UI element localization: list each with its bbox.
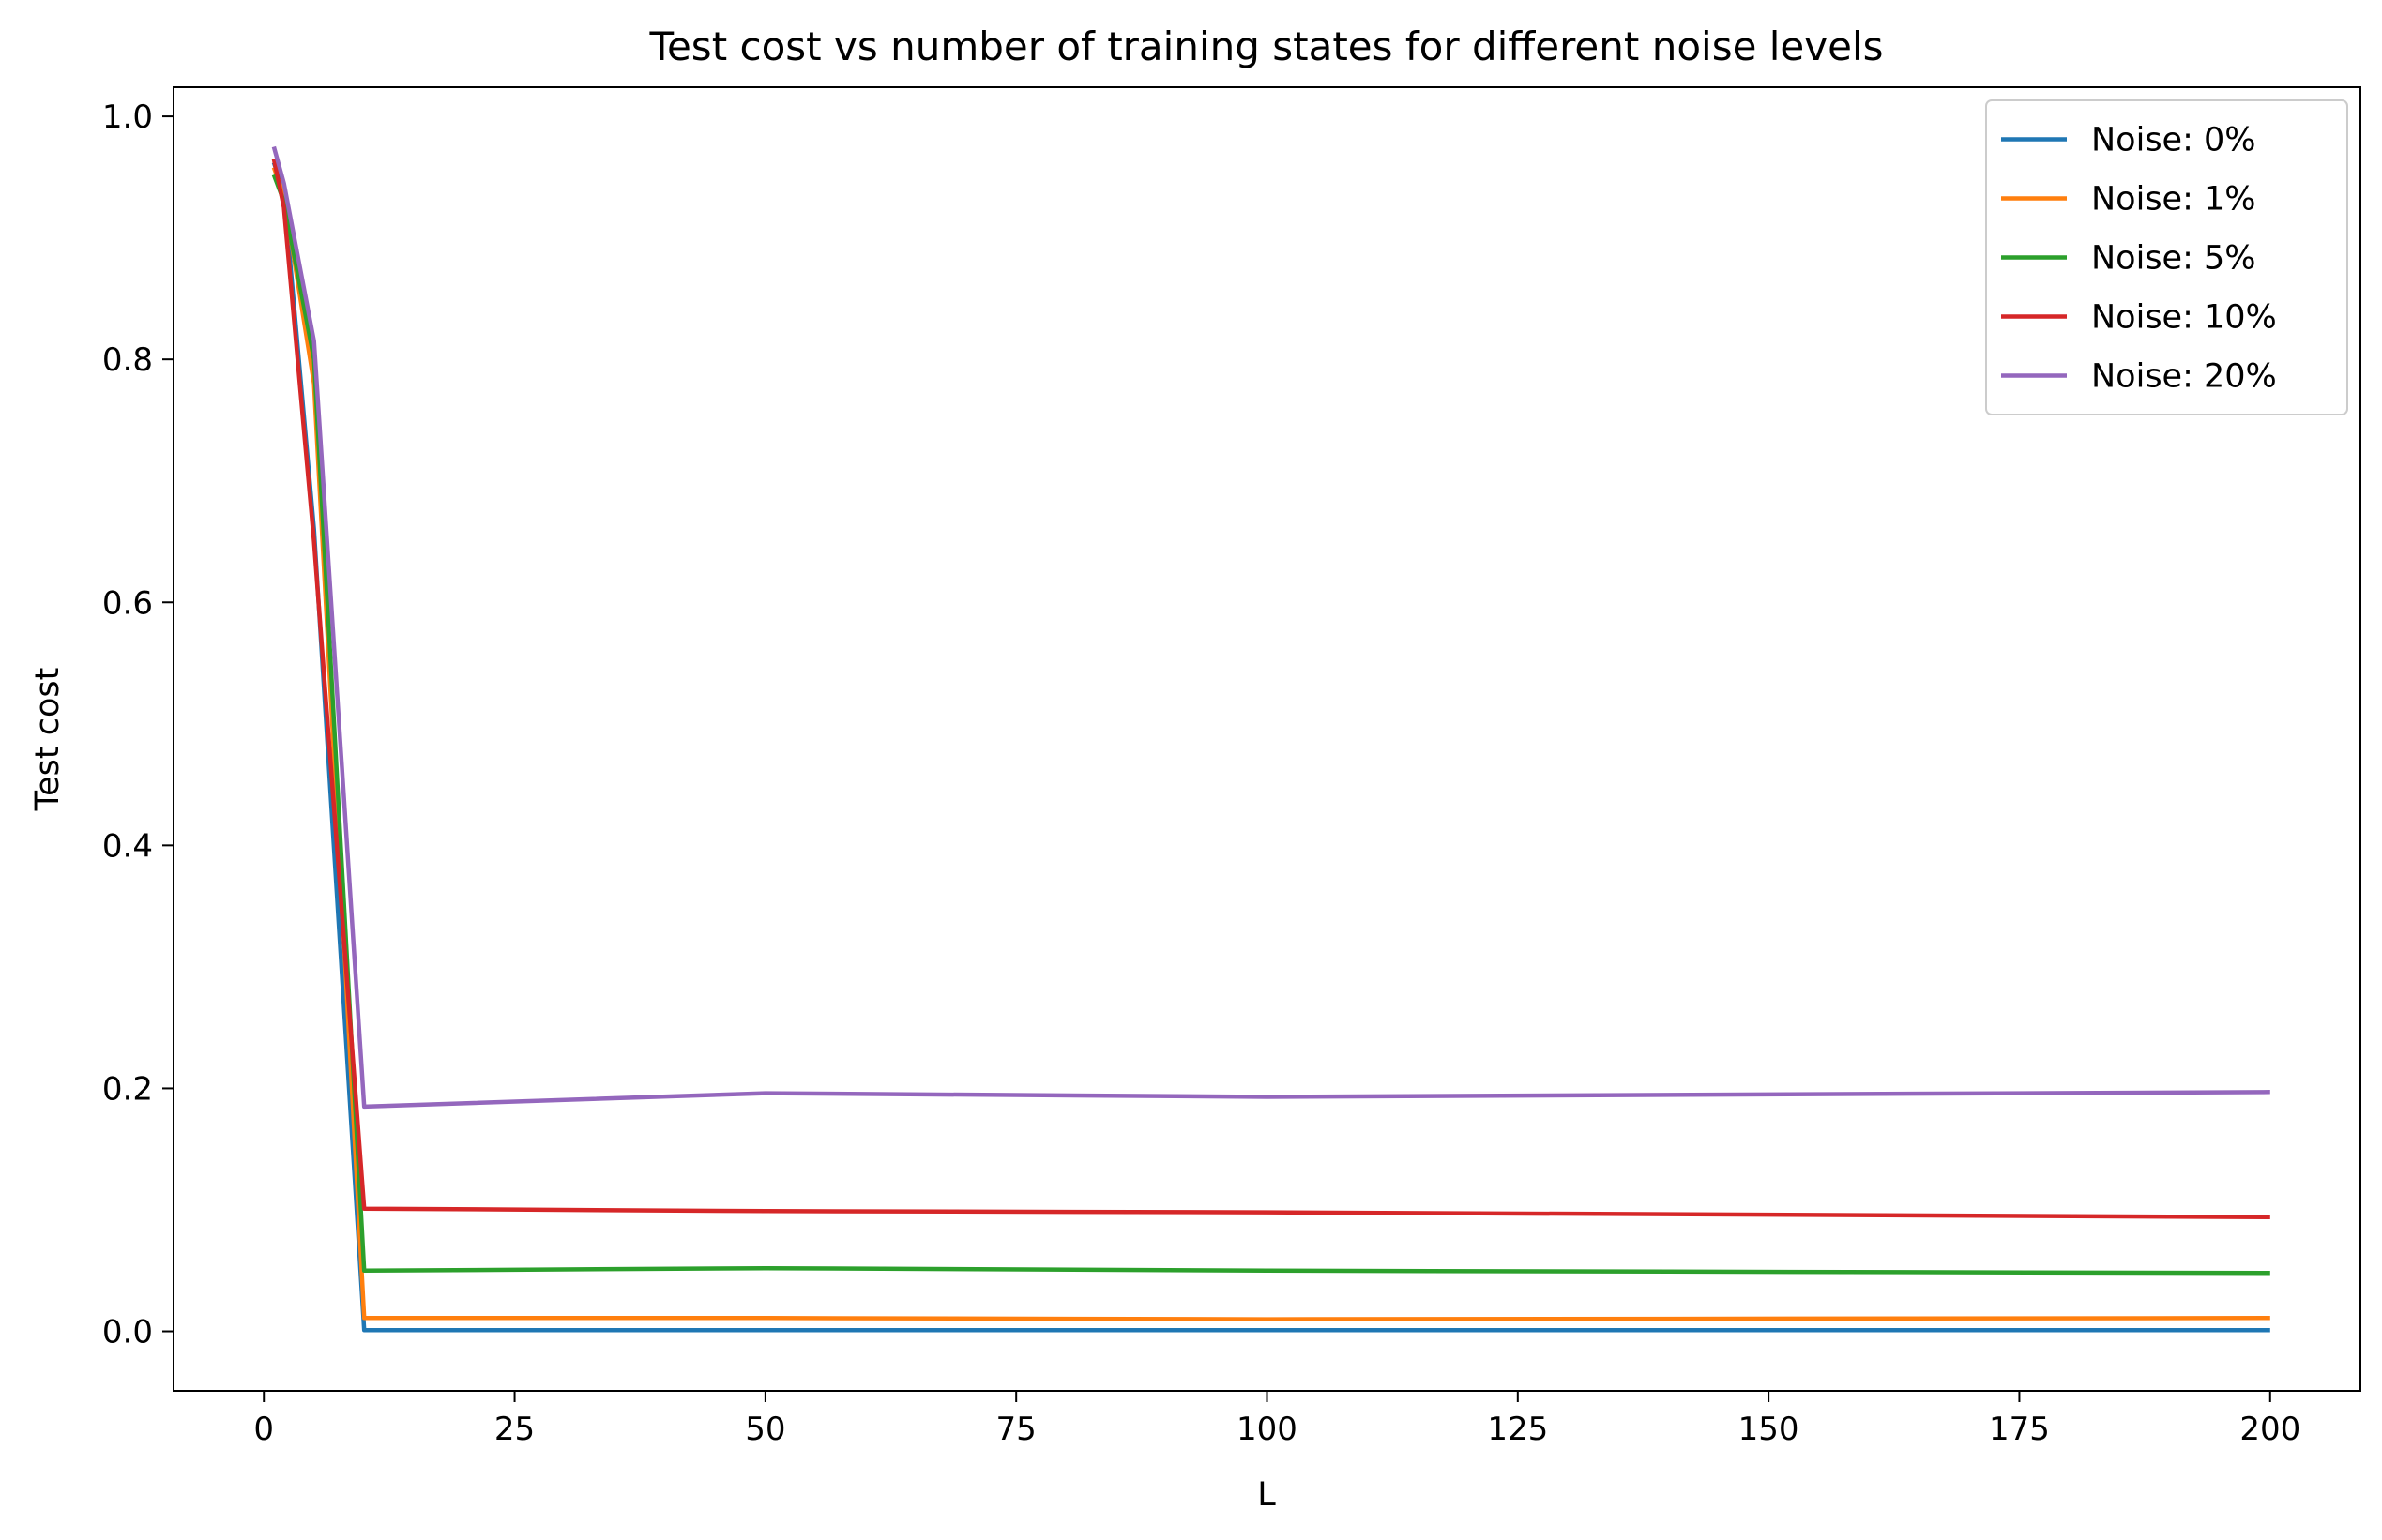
y-tick-label: 0.4 bbox=[102, 827, 153, 865]
axis-ticks: 0 25 50 75 100 125 150 175 200 0.0 0.2 0.4 0.6 0.8 1.0 bbox=[102, 98, 2300, 1448]
y-tick-label: 0.2 bbox=[102, 1070, 153, 1108]
legend-label-3: Noise: 10% bbox=[2091, 299, 2277, 337]
y-tick-label: 0.6 bbox=[102, 584, 153, 622]
x-tick-label: 100 bbox=[1237, 1411, 1297, 1448]
plot-frame bbox=[173, 86, 2361, 1392]
legend-label-4: Noise: 20% bbox=[2091, 358, 2277, 396]
series-lines bbox=[271, 145, 2270, 1333]
legend: Noise: 0% Noise: 1% Noise: 5% Noise: 10% Noi… bbox=[1985, 99, 2348, 415]
x-tick-label: 125 bbox=[1487, 1411, 1548, 1448]
x-tick-label: 25 bbox=[494, 1411, 535, 1448]
x-tick-label: 175 bbox=[1989, 1411, 2050, 1448]
y-tick-label: 0.8 bbox=[102, 341, 153, 379]
x-tick-label: 150 bbox=[1738, 1411, 1799, 1448]
legend-label-2: Noise: 5% bbox=[2091, 240, 2256, 278]
legend-box bbox=[1985, 99, 2348, 415]
series-line-3 bbox=[271, 158, 2270, 1220]
legend-label-1: Noise: 1% bbox=[2091, 181, 2256, 219]
y-tick-label: 0.0 bbox=[102, 1314, 153, 1351]
x-tick-label: 75 bbox=[996, 1411, 1037, 1448]
x-tick-label: 0 bbox=[253, 1411, 274, 1448]
series-line-1 bbox=[271, 166, 2270, 1321]
x-tick-label: 50 bbox=[745, 1411, 785, 1448]
y-axis-label: Test cost bbox=[29, 668, 67, 812]
x-tick-label: 200 bbox=[2239, 1411, 2300, 1448]
x-axis-label: L bbox=[1257, 1476, 1276, 1514]
series-line-4 bbox=[271, 145, 2270, 1110]
legend-label-0: Noise: 0% bbox=[2091, 122, 2256, 159]
y-tick-label: 1.0 bbox=[102, 98, 153, 136]
chart-title: Test cost vs number of training states f… bbox=[648, 23, 1883, 69]
